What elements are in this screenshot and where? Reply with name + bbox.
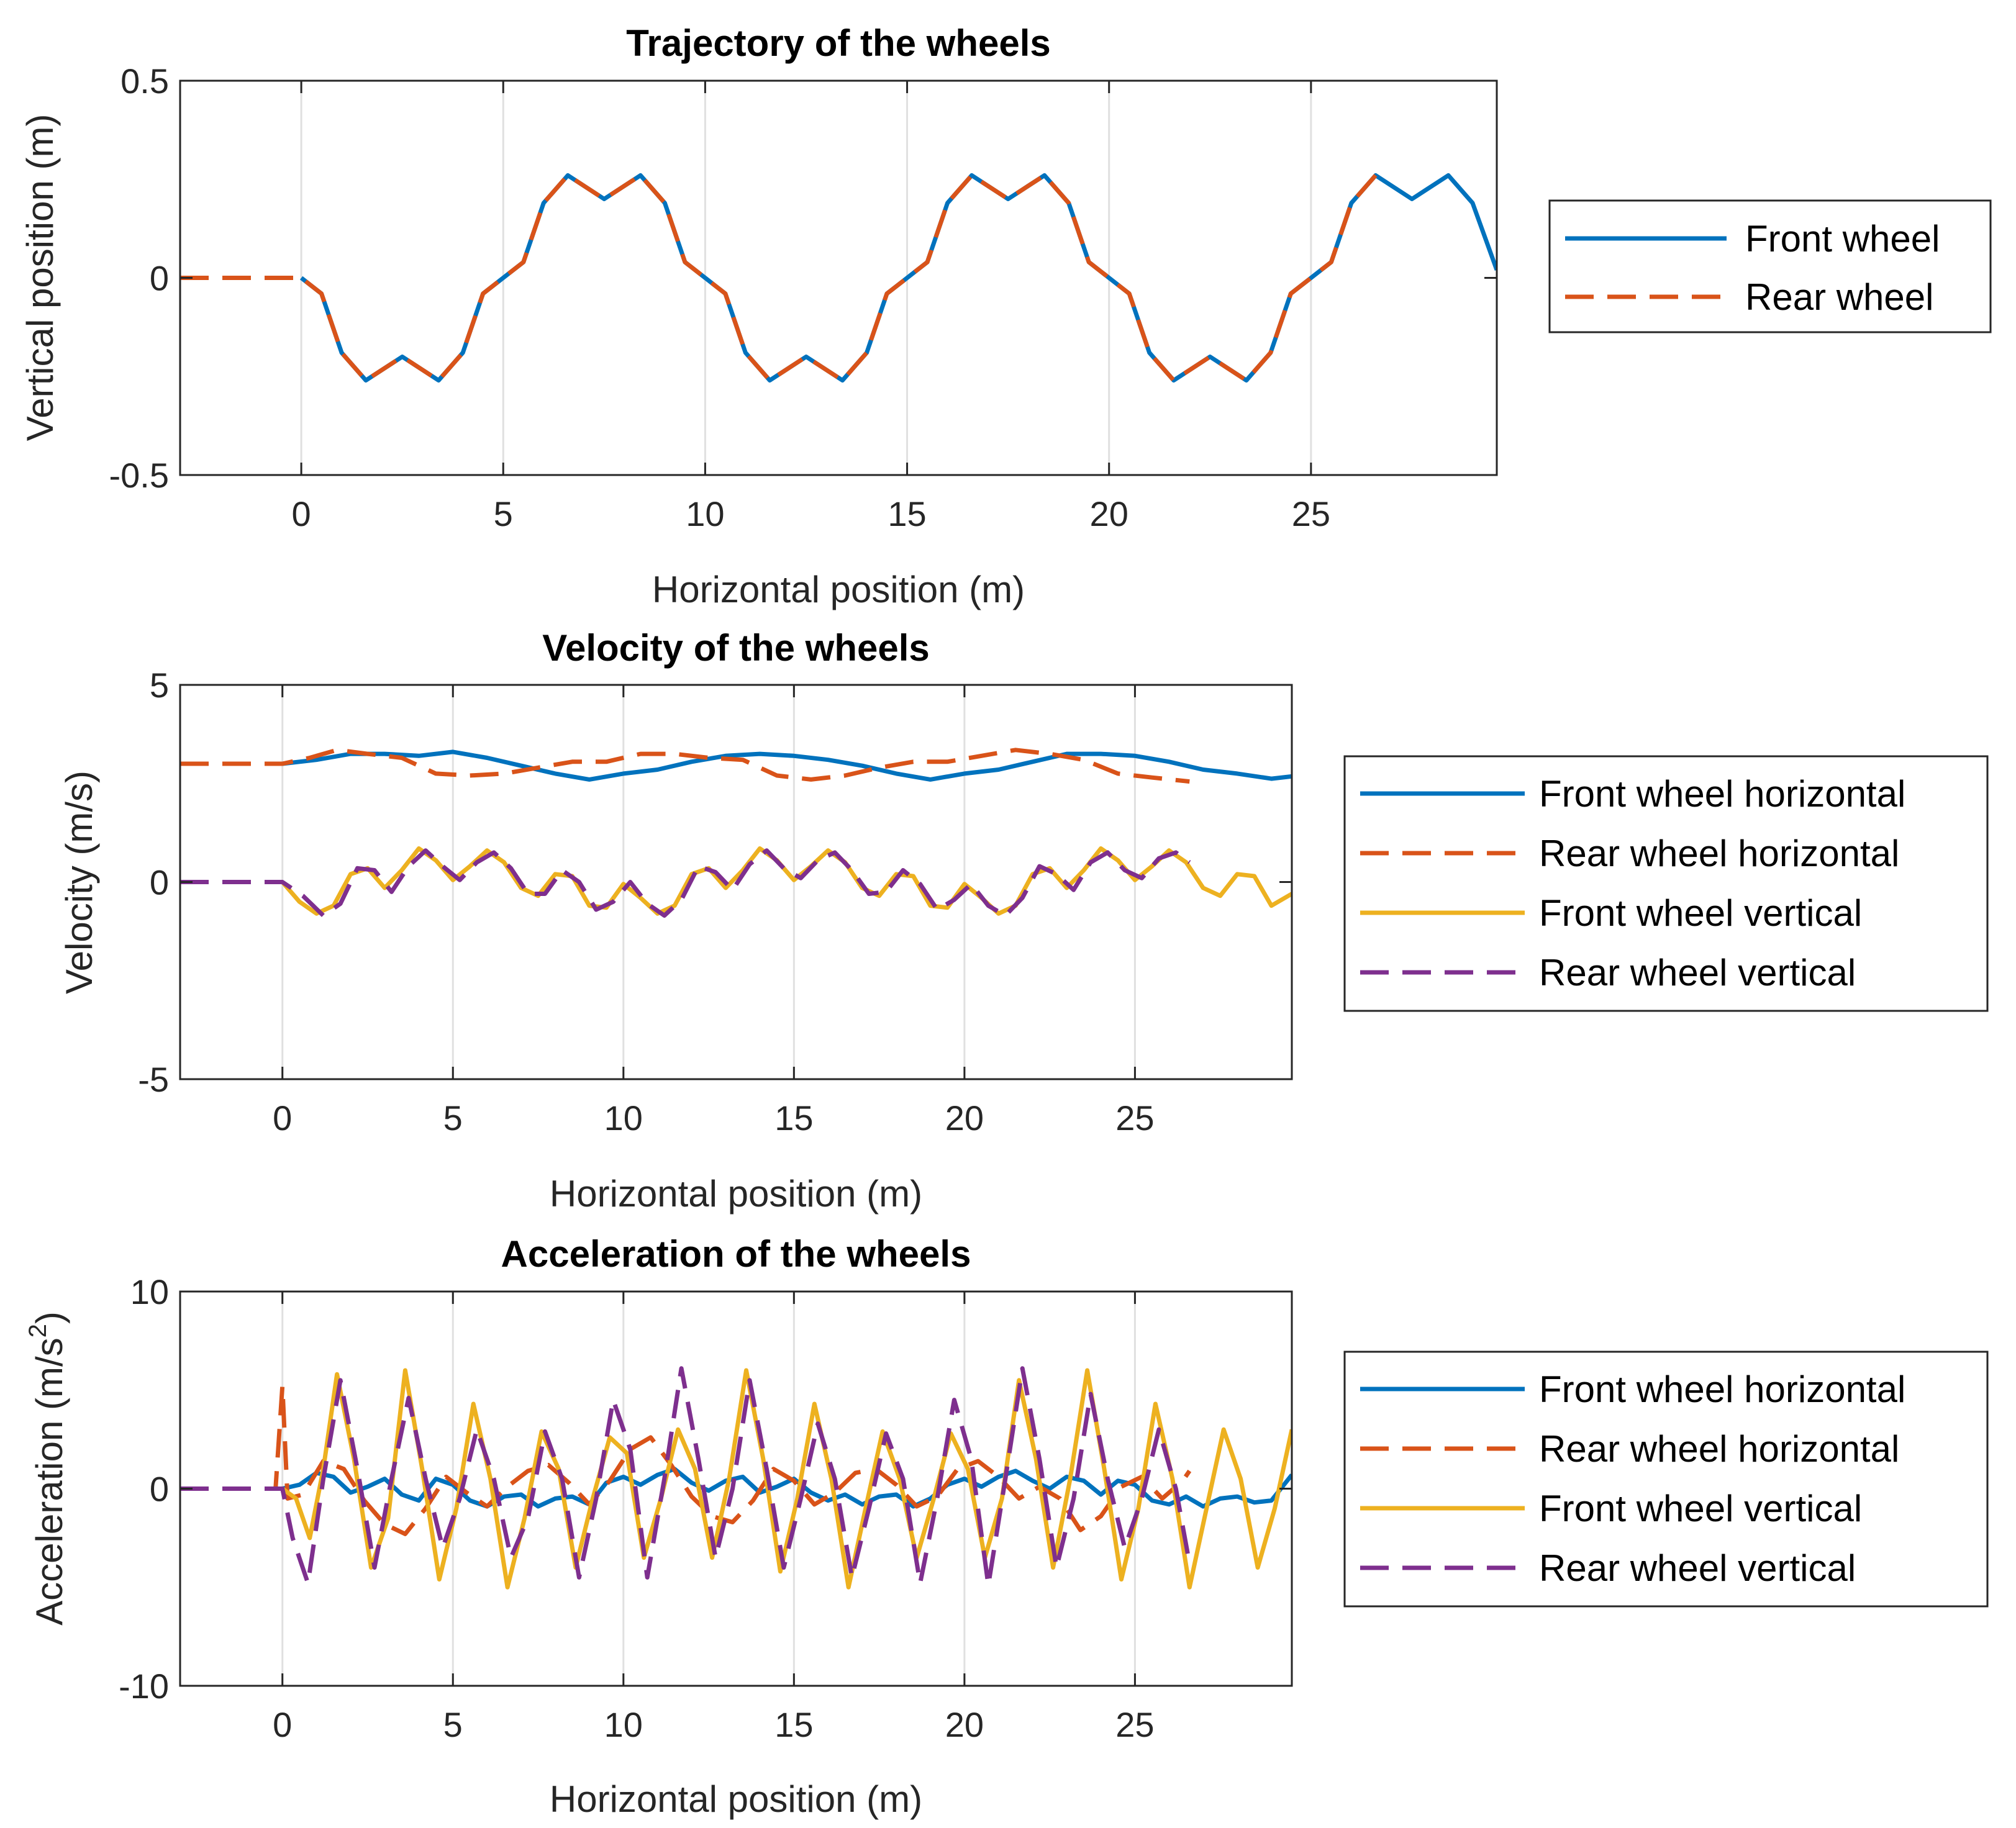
x-tick-label: 20 (945, 1705, 984, 1744)
legend-label: Front wheel (1745, 218, 1940, 260)
x-tick-label: 0 (273, 1098, 292, 1138)
legend-box (1343, 1351, 1989, 1608)
trajectory-panel: Trajectory of the wheels 0 5 10 15 20 25 -0.5… (19, 22, 1992, 610)
plot-lines (180, 1366, 1292, 1590)
y-tick-label: 0 (150, 259, 169, 298)
x-tick-label: 15 (888, 494, 926, 533)
series-line-rear-wheel-horizontal (180, 748, 1190, 784)
plot-lines (180, 748, 1292, 918)
y-axis-label: Velocity (m/s) (58, 771, 100, 994)
series-line-front-wheel (299, 173, 1497, 383)
y-axis-ticks: -0.5 0 0.5 (109, 61, 1497, 495)
y-tick-label: 5 (150, 666, 169, 705)
velocity-panel: Velocity of the wheels 0 5 10 15 20 25 -5 0 5 H… (58, 627, 1989, 1215)
legend-label: Rear wheel (1745, 276, 1934, 318)
acceleration-panel: Acceleration of the wheels 0 5 10 15 20 25 -1… (24, 1233, 1989, 1820)
x-axis-ticks: 0 5 10 15 20 25 (292, 81, 1330, 533)
x-tick-label: 10 (604, 1098, 643, 1138)
x-axis-ticks: 0 5 10 15 20 25 (273, 1292, 1155, 1744)
y-tick-label: -0.5 (109, 456, 170, 495)
chart-title: Acceleration of the wheels (501, 1233, 971, 1275)
y-tick-label: 0.5 (120, 61, 169, 101)
series-line-rear-wheel-vertical (180, 848, 1191, 918)
x-axis-label: Horizontal position (m) (550, 1778, 922, 1820)
axes-box (179, 79, 1498, 476)
plot-lines (180, 173, 1497, 383)
legend-label: Rear wheel horizontal (1539, 833, 1899, 874)
y-axis-ticks: -5 0 5 (138, 666, 1292, 1099)
legend-label: Front wheel vertical (1539, 892, 1862, 934)
y-tick-label: 0 (150, 863, 169, 902)
x-tick-label: 20 (1090, 494, 1128, 533)
legend-label: Front wheel vertical (1539, 1488, 1862, 1529)
series-line-front-wheel-horizontal (281, 1467, 1292, 1509)
chart-title: Velocity of the wheels (542, 627, 930, 669)
x-tick-label: 10 (604, 1705, 643, 1744)
y-axis-ticks: -10 0 10 (119, 1272, 1292, 1706)
x-tick-label: 0 (273, 1705, 292, 1744)
legend-label: Rear wheel horizontal (1539, 1428, 1899, 1470)
x-tick-label: 25 (1292, 494, 1330, 533)
x-tick-label: 15 (774, 1705, 813, 1744)
legend-box (1548, 199, 1992, 333)
legend: Front wheel horizontal Rear wheel horizo… (1343, 1351, 1989, 1608)
y-tick-label: -5 (138, 1060, 169, 1099)
y-tick-label: 0 (150, 1470, 169, 1509)
x-tick-label: 5 (494, 494, 513, 533)
x-tick-label: 0 (292, 494, 311, 533)
grid-lines (300, 81, 1312, 475)
y-axis-label: Acceleration (m/s2) (24, 1311, 70, 1626)
grid-lines (281, 685, 1136, 1079)
y-axis-label: Vertical position (m) (19, 114, 61, 441)
x-tick-label: 20 (945, 1098, 984, 1138)
series-line-front-wheel-vertical (281, 1368, 1292, 1590)
x-axis-label: Horizontal position (m) (652, 569, 1025, 610)
x-tick-label: 5 (443, 1705, 463, 1744)
x-tick-label: 25 (1115, 1705, 1154, 1744)
x-axis-ticks: 0 5 10 15 20 25 (273, 685, 1155, 1138)
x-tick-label: 10 (686, 494, 724, 533)
legend-label: Rear wheel vertical (1539, 952, 1856, 993)
legend-box (1343, 755, 1989, 1012)
legend-label: Front wheel horizontal (1539, 773, 1905, 815)
y-tick-label: 10 (130, 1272, 169, 1311)
x-axis-label: Horizontal position (m) (550, 1173, 922, 1215)
legend: Front wheel Rear wheel (1548, 199, 1992, 333)
chart-title: Trajectory of the wheels (626, 22, 1051, 64)
x-tick-label: 25 (1115, 1098, 1154, 1138)
legend: Front wheel horizontal Rear wheel horizo… (1343, 755, 1989, 1012)
x-tick-label: 15 (774, 1098, 813, 1138)
series-line-rear-wheel-vertical (180, 1366, 1192, 1588)
y-tick-label: -10 (119, 1667, 169, 1706)
legend-label: Rear wheel vertical (1539, 1547, 1856, 1589)
series-line-front-wheel-horizontal (282, 749, 1292, 782)
legend-label: Front wheel horizontal (1539, 1369, 1905, 1410)
series-line-rear-wheel (180, 173, 1378, 383)
x-tick-label: 5 (443, 1098, 463, 1138)
y-axis-label-superscript: 2 (24, 1324, 52, 1337)
series-line-front-wheel-vertical (281, 846, 1292, 916)
